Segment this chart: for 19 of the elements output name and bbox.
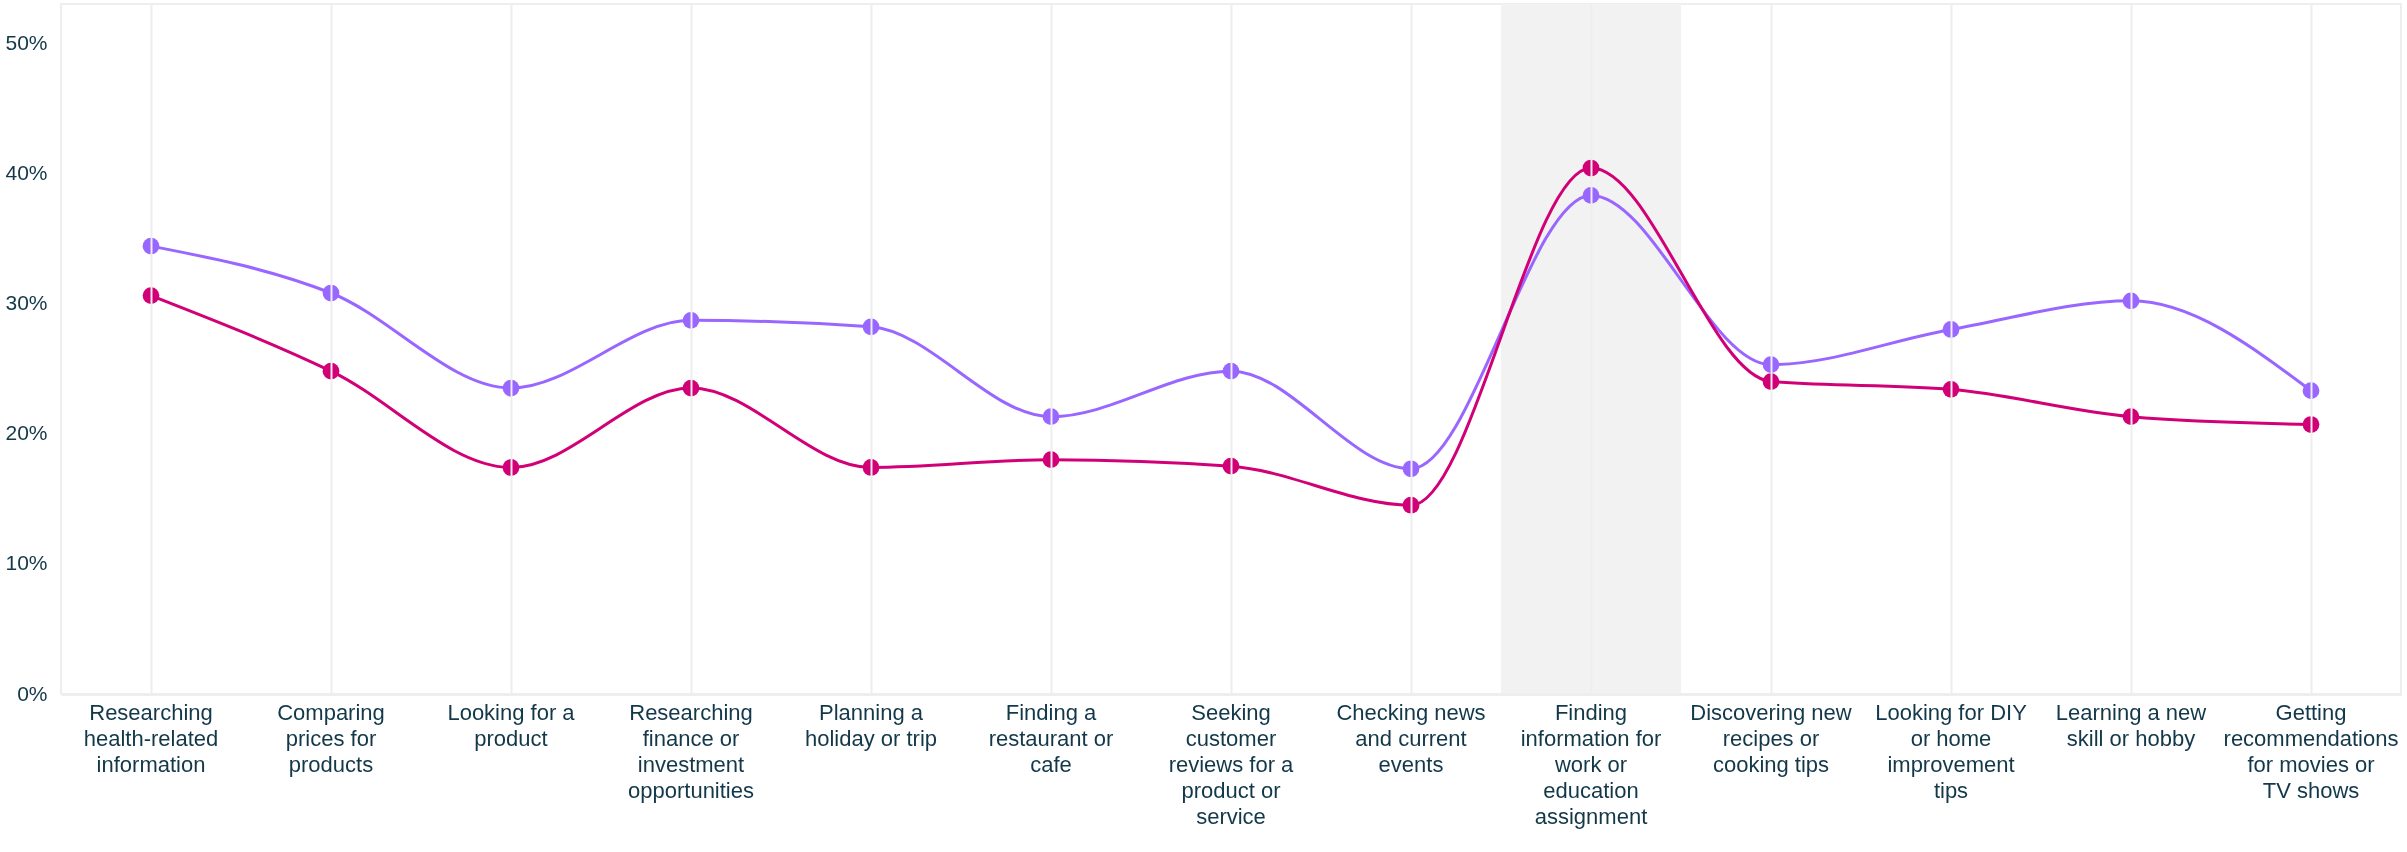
y-tick-label: 10% [5, 551, 48, 575]
y-tick-label: 40% [5, 160, 48, 184]
x-tick-label: Learning a new skill or hobby [2055, 699, 2207, 751]
y-tick-label: 30% [5, 290, 48, 314]
x-tick-label: Checking news and current events [1336, 699, 1486, 777]
x-tick-label: Finding information for work or education assignment [1520, 699, 1662, 829]
x-tick-label: Getting recommendations for movies or TV shows [2223, 699, 2399, 803]
x-tick-label: Planning a holiday or trip [804, 699, 938, 751]
x-tick-label: Discovering new recipes or cooking tips [1690, 699, 1852, 777]
x-tick-label: Researching finance or investment opportunities [628, 699, 754, 803]
y-tick-label: 20% [5, 421, 48, 445]
x-tick-label: Looking for DIY or home improvement tips [1875, 699, 2028, 803]
x-tick-label: Looking for a product [447, 699, 576, 751]
x-tick-label: Researching health-related information [83, 699, 219, 777]
x-tick-label: Seeking customer reviews for a product or service [1168, 699, 1295, 829]
y-tick-label: 0% [17, 681, 48, 705]
x-tick-label: Finding a restaurant or cafe [988, 699, 1114, 777]
y-tick-label: 50% [5, 30, 48, 54]
x-tick-label: Comparing prices for products [277, 699, 385, 777]
